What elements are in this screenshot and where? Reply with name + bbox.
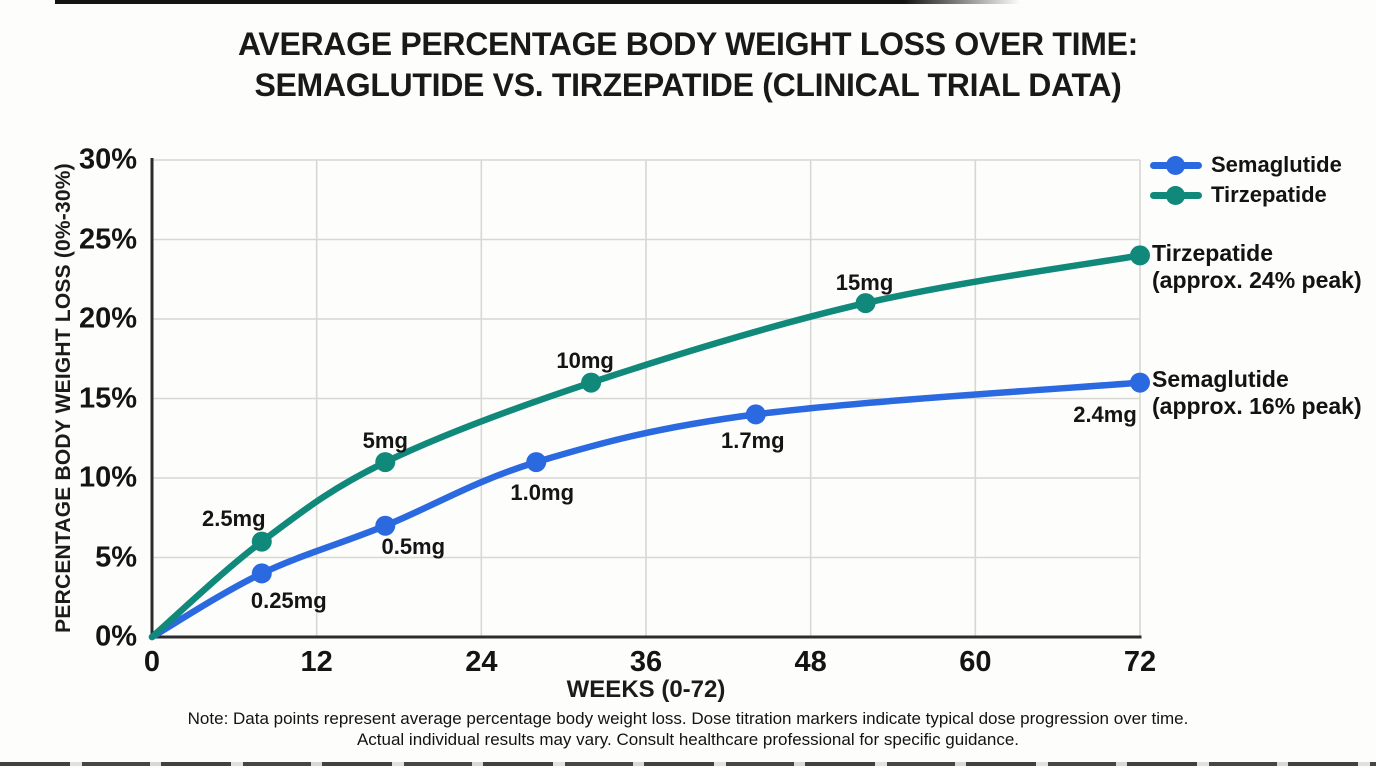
dose-label-2-5mg: 2.5mg bbox=[201, 505, 266, 531]
data-point-semaglutide bbox=[1130, 372, 1150, 393]
dose-label-15mg: 15mg bbox=[835, 270, 894, 296]
data-point-semaglutide bbox=[375, 515, 396, 536]
data-point-semaglutide bbox=[251, 563, 272, 584]
legend-label-semaglutide: Semaglutide bbox=[1211, 152, 1342, 177]
x-axis-title: WEEKS (0-72) bbox=[566, 676, 726, 703]
annotation-semaglutide-peak: Semaglutide (approx. 16% peak) bbox=[1152, 366, 1362, 420]
dose-label-5mg: 5mg bbox=[362, 428, 408, 454]
annotation-tirzepatide-line1: Tirzepatide bbox=[1152, 240, 1273, 266]
dose-label-2-4mg: 2.4mg bbox=[1073, 401, 1137, 427]
legend: Semaglutide Tirzepatide bbox=[1150, 150, 1342, 210]
y-tick-label: 15% bbox=[78, 382, 137, 414]
data-point-tirzepatide bbox=[1130, 245, 1150, 266]
legend-label-tirzepatide: Tirzepatide bbox=[1211, 182, 1327, 207]
annotation-semaglutide-line2: (approx. 16% peak) bbox=[1152, 393, 1362, 419]
y-tick-label: 25% bbox=[78, 223, 137, 255]
dose-label-1-7mg: 1.7mg bbox=[720, 428, 785, 454]
y-tick-label: 0% bbox=[95, 620, 137, 653]
semaglutide-line-marker-icon bbox=[1150, 155, 1202, 176]
annotation-tirzepatide-peak: Tirzepatide (approx. 24% peak) bbox=[1152, 240, 1362, 294]
x-tick-label: 24 bbox=[465, 646, 498, 678]
chart-title-line1: AVERAGE PERCENTAGE BODY WEIGHT LOSS OVER… bbox=[237, 26, 1139, 62]
data-point-tirzepatide bbox=[855, 293, 876, 314]
y-tick-label: 10% bbox=[78, 461, 137, 494]
y-tick-label: 5% bbox=[95, 541, 137, 573]
footnote: Note: Data points represent average perc… bbox=[0, 708, 1376, 750]
dose-label-0-25mg: 0.25mg bbox=[250, 588, 327, 614]
dose-label-1-0mg: 1.0mg bbox=[510, 480, 575, 506]
x-tick-label: 36 bbox=[629, 646, 663, 678]
footnote-line1: Note: Data points represent average perc… bbox=[187, 709, 1189, 728]
dose-label-0-5mg: 0.5mg bbox=[381, 533, 446, 559]
scan-artifact-top bbox=[55, 0, 1020, 4]
x-tick-label: 48 bbox=[794, 646, 827, 678]
dose-label-10mg: 10mg bbox=[556, 347, 614, 373]
y-tick-label: 30% bbox=[78, 143, 137, 176]
data-point-semaglutide bbox=[745, 404, 766, 425]
annotation-tirzepatide-line2: (approx. 24% peak) bbox=[1152, 267, 1362, 293]
data-point-tirzepatide bbox=[375, 452, 396, 473]
legend-item-tirzepatide: Tirzepatide bbox=[1150, 180, 1342, 210]
footnote-line2: Actual individual results may vary. Cons… bbox=[356, 730, 1020, 749]
data-point-semaglutide bbox=[526, 452, 547, 473]
x-tick-label: 60 bbox=[959, 646, 992, 678]
tirzepatide-line-marker-icon bbox=[1150, 185, 1202, 206]
scan-artifact-bottom bbox=[0, 762, 1376, 766]
chart-title-line2: SEMAGLUTIDE VS. TIRZEPATIDE (CLINICAL TR… bbox=[254, 67, 1122, 103]
y-tick-label: 20% bbox=[78, 302, 137, 335]
data-point-tirzepatide bbox=[251, 531, 272, 552]
chart-title: AVERAGE PERCENTAGE BODY WEIGHT LOSS OVER… bbox=[0, 24, 1376, 106]
x-tick-label: 0 bbox=[143, 646, 161, 678]
x-tick-label: 72 bbox=[1123, 646, 1157, 678]
x-tick-label: 12 bbox=[300, 646, 333, 678]
annotation-semaglutide-line1: Semaglutide bbox=[1152, 366, 1289, 392]
legend-item-semaglutide: Semaglutide bbox=[1150, 150, 1342, 180]
data-point-tirzepatide bbox=[581, 372, 602, 393]
